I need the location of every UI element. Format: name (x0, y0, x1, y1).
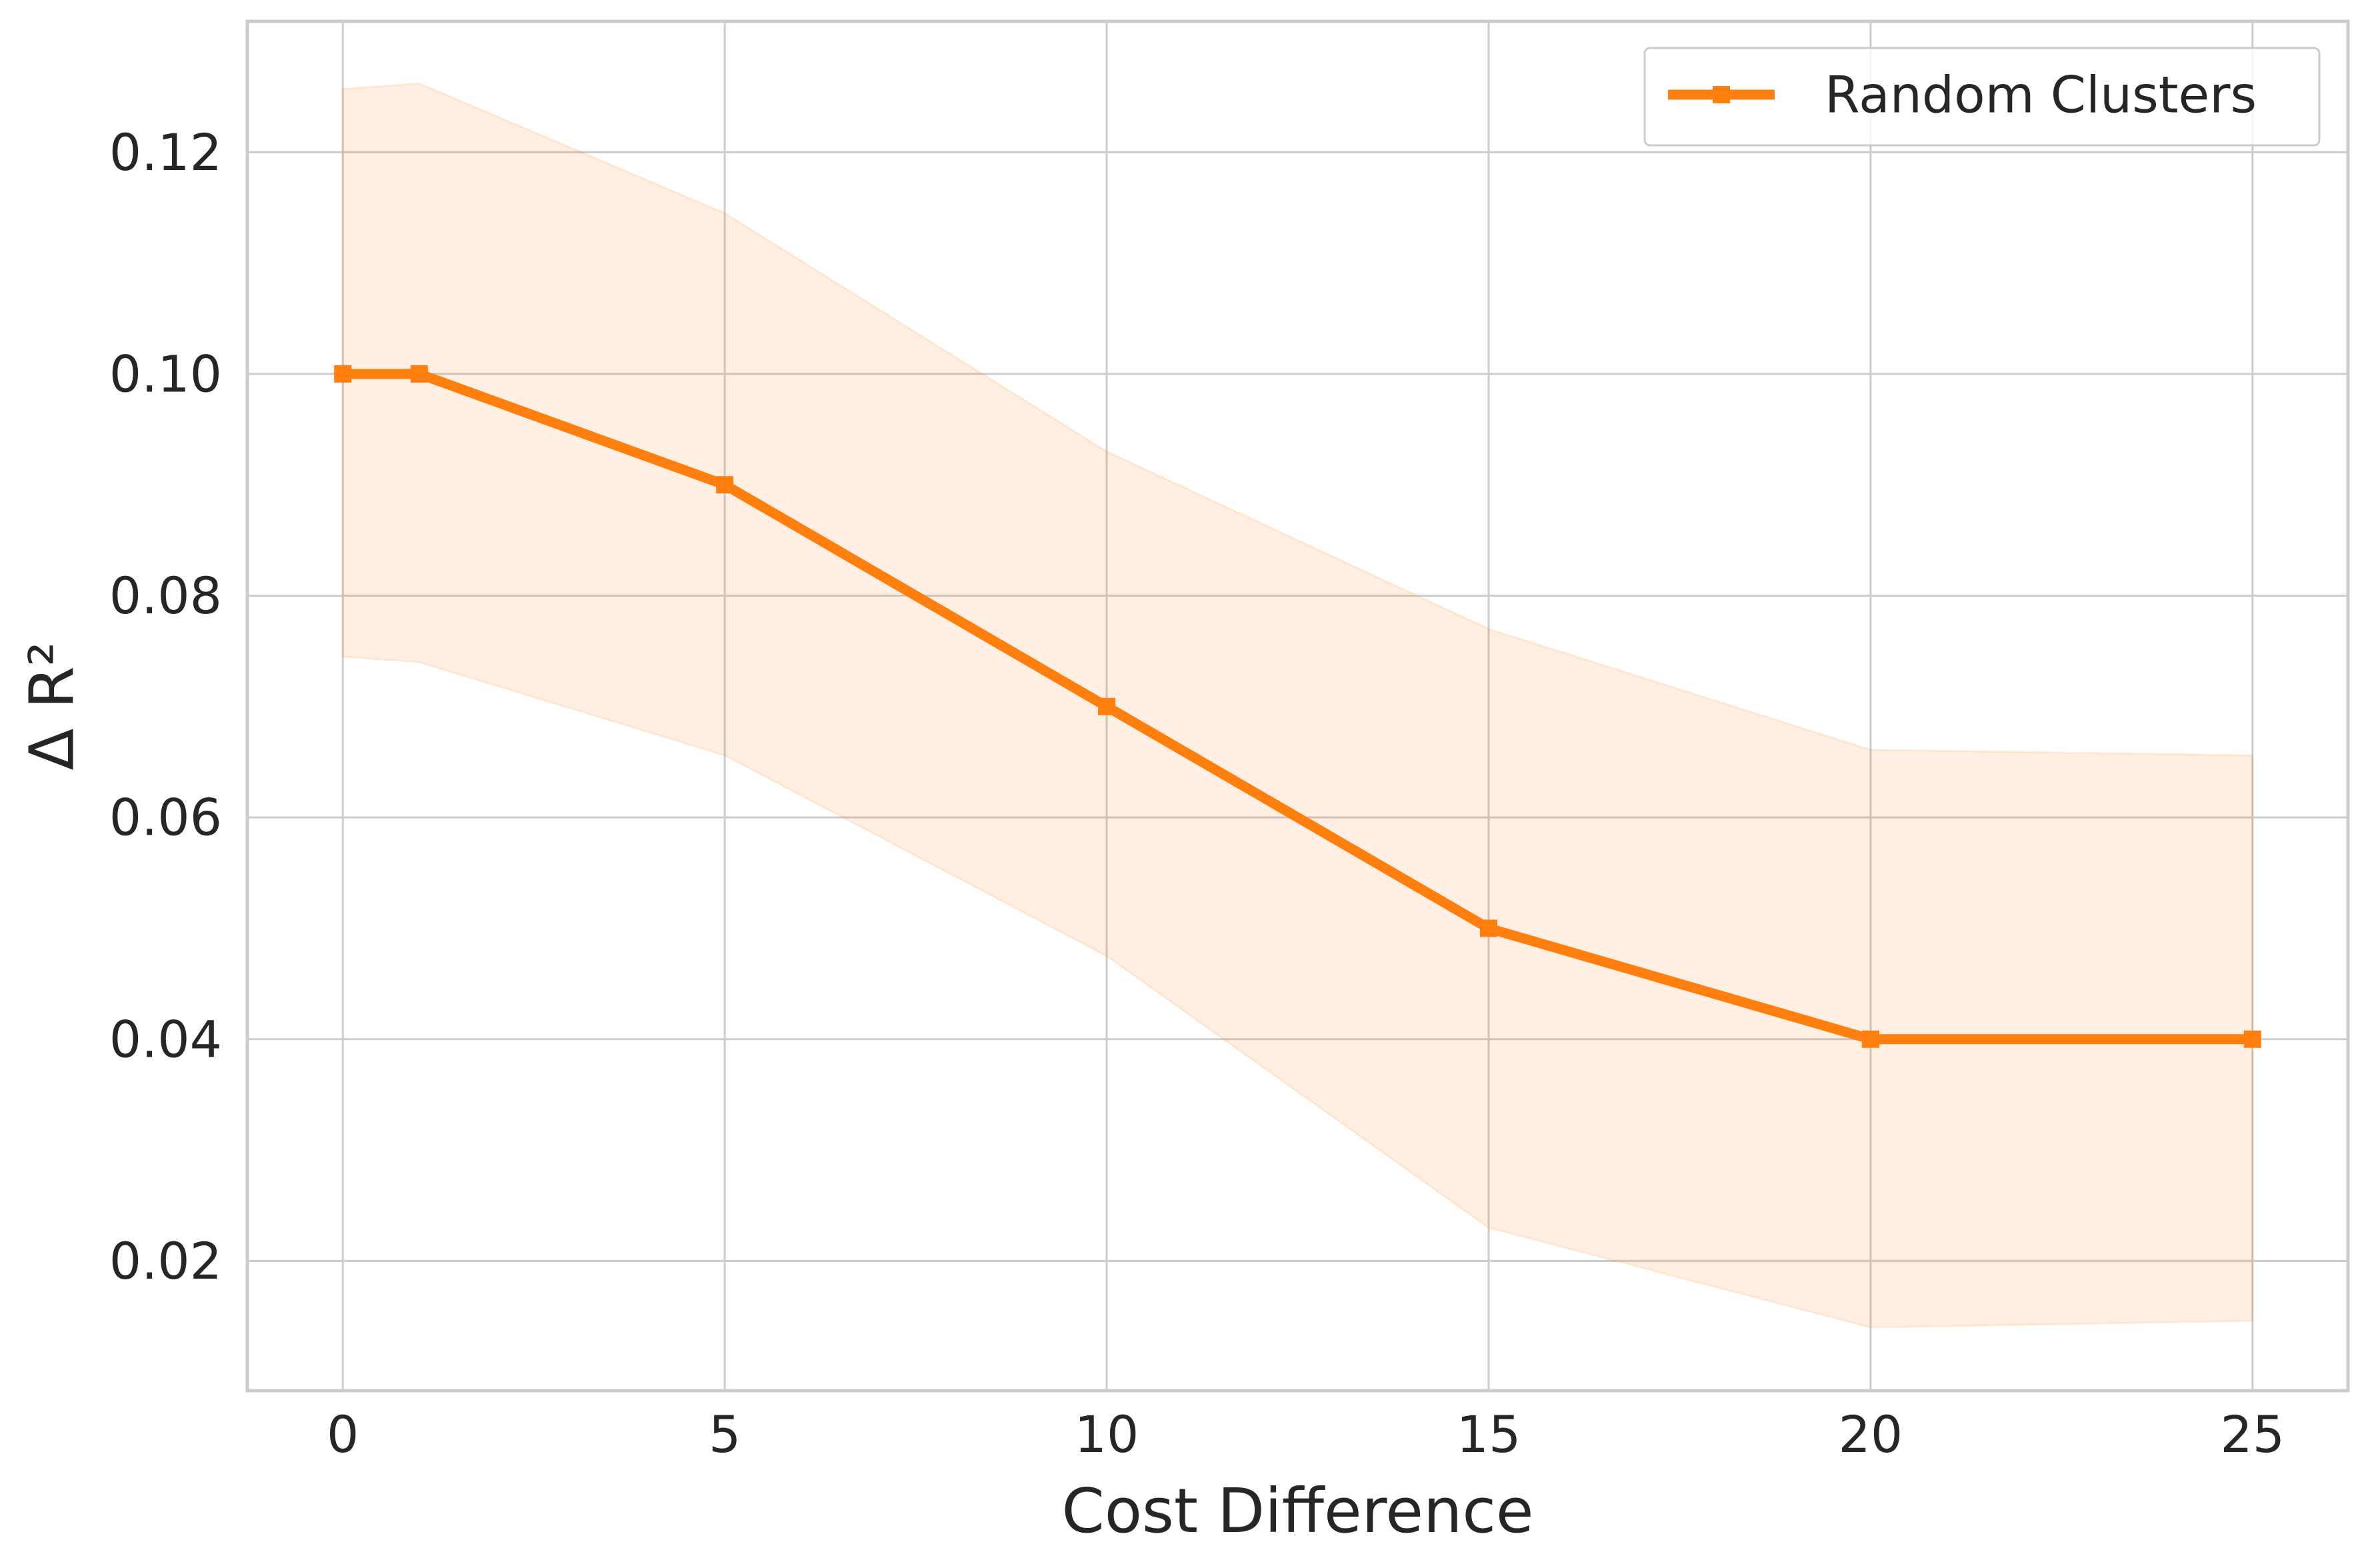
legend: Random Clusters (1643, 47, 2321, 147)
x-tick-label: 0 (327, 1405, 359, 1464)
y-tick-label: 0.02 (109, 1231, 222, 1291)
y-tick-labels: 0.02 0.04 0.06 0.08 0.10 0.12 (109, 123, 222, 1291)
y-axis-title: Δ R² (17, 642, 88, 771)
data-point-marker (410, 365, 428, 383)
data-point-marker (2243, 1030, 2261, 1048)
x-tick-labels: 0 5 10 15 20 25 (327, 1405, 2285, 1464)
y-tick-label: 0.10 (109, 344, 222, 403)
x-tick-label: 10 (1075, 1405, 1139, 1464)
y-tick-label: 0.04 (109, 1009, 222, 1069)
data-point-marker (1479, 919, 1497, 937)
legend-marker-swatch (1713, 86, 1730, 103)
x-tick-label: 25 (2220, 1405, 2285, 1464)
y-tick-label: 0.08 (109, 566, 222, 625)
data-point-marker (334, 365, 352, 383)
series-markers (334, 365, 2261, 1048)
data-point-marker (716, 476, 734, 494)
x-axis-title: Cost Difference (1061, 1475, 1533, 1547)
x-tick-label: 15 (1457, 1405, 1521, 1464)
legend-box (1643, 47, 2321, 147)
y-tick-label: 0.06 (109, 788, 222, 847)
plot-background (247, 21, 2348, 1391)
x-tick-label: 5 (709, 1405, 741, 1464)
data-point-marker (1861, 1030, 1879, 1048)
y-tick-label: 0.12 (109, 123, 222, 182)
legend-label: Random Clusters (1825, 65, 2257, 125)
data-point-marker (1098, 697, 1116, 715)
plot-frame (245, 19, 2350, 1393)
x-tick-label: 20 (1839, 1405, 1903, 1464)
